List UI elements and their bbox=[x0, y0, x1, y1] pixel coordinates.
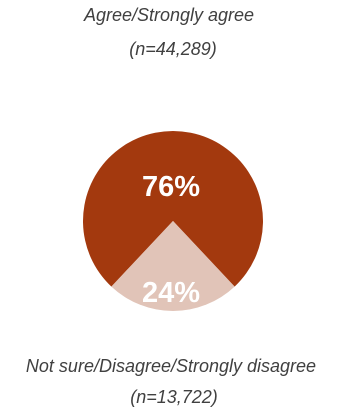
slice-1-percent-label: 24% bbox=[142, 277, 200, 309]
slice-1-count-label: (n=13,722) bbox=[130, 387, 218, 407]
pie-slice-0 bbox=[83, 131, 263, 287]
slice-0-category-label: Agree/Strongly agree bbox=[83, 5, 254, 25]
slice-1-category-label: Not sure/Disagree/Strongly disagree bbox=[26, 356, 316, 376]
pie-slices bbox=[83, 131, 263, 312]
pie-slice-1 bbox=[111, 221, 235, 312]
slice-0-percent-label: 76% bbox=[142, 171, 200, 203]
slice-0-count-label: (n=44,289) bbox=[129, 39, 217, 59]
